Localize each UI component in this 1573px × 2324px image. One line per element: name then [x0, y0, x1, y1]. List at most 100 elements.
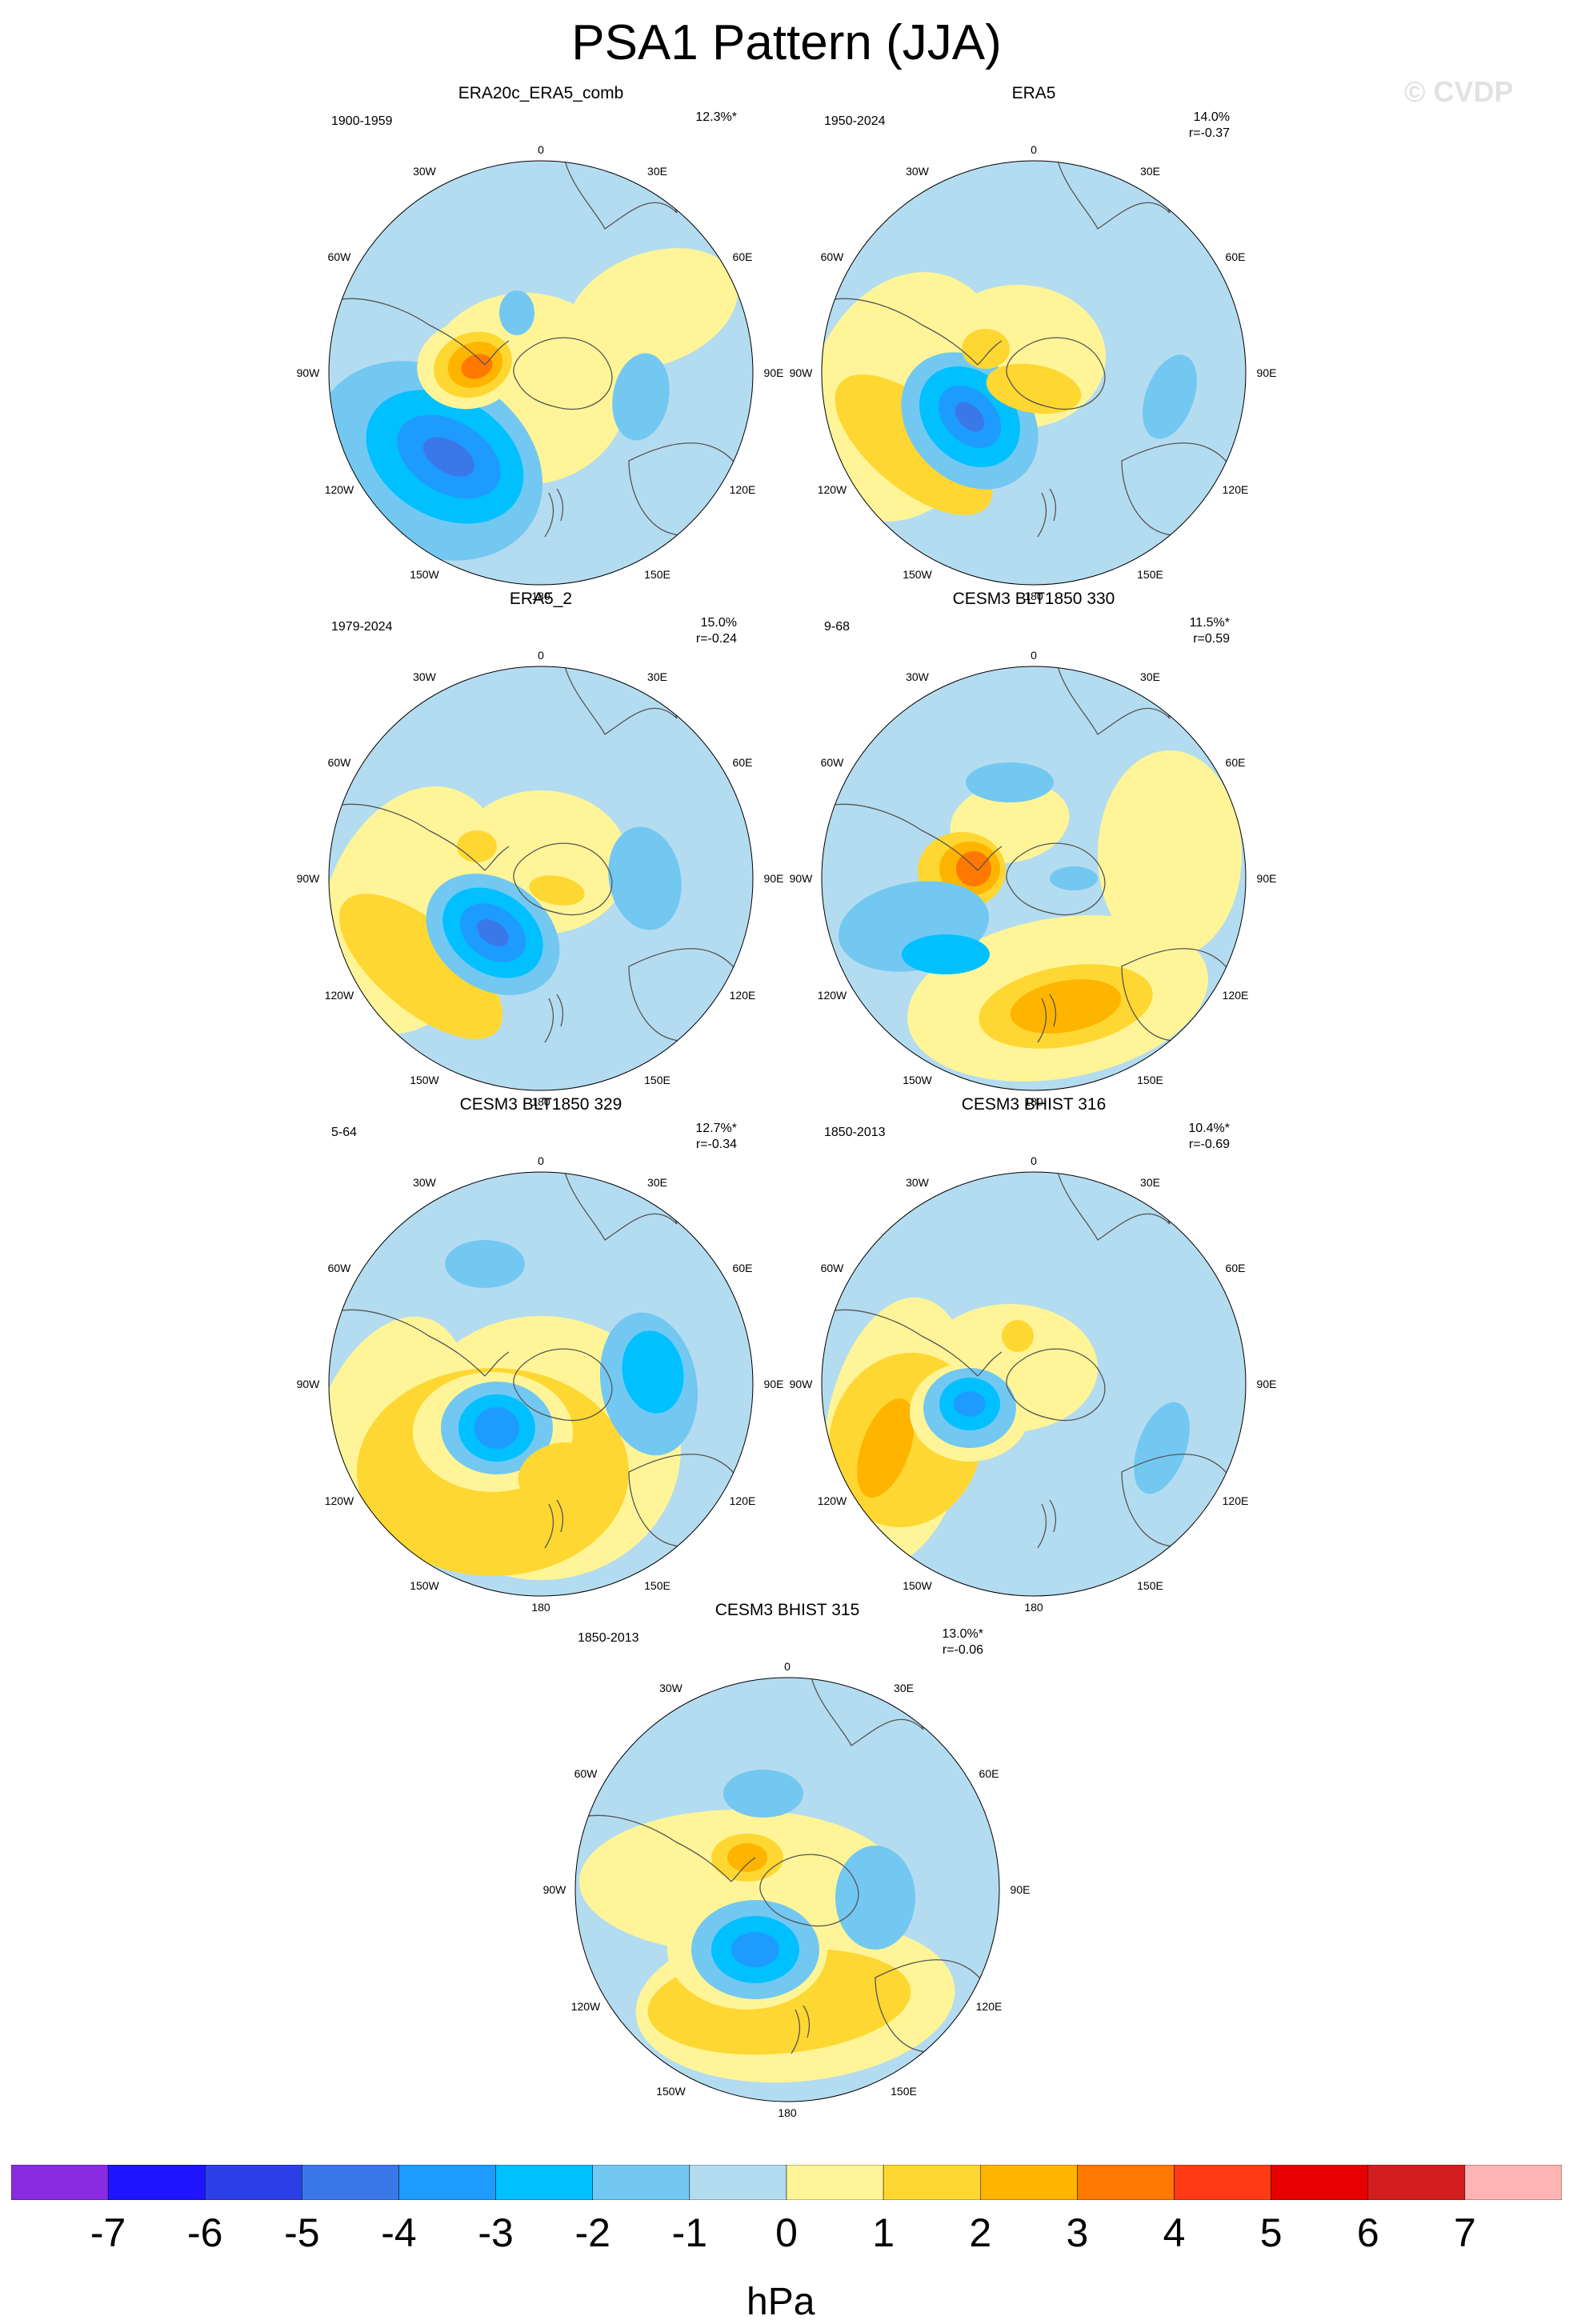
- longitude-label: 30E: [894, 1681, 914, 1694]
- longitude-label: 90W: [789, 1378, 813, 1390]
- longitude-label: 120E: [1222, 482, 1249, 496]
- panel-stats: 10.4%* r=-0.69: [1188, 1121, 1230, 1153]
- longitude-label: 150W: [903, 568, 932, 581]
- polar-map: [328, 666, 754, 1091]
- contour-region: [461, 354, 493, 379]
- contour-region: [902, 934, 990, 974]
- longitude-label: 30W: [413, 670, 436, 683]
- colorbar-tick-label: 4: [1163, 2210, 1186, 2255]
- longitude-label: 60E: [732, 755, 753, 769]
- longitude-label: 150W: [410, 1579, 439, 1592]
- colorbar-segment: [1077, 2165, 1175, 2200]
- longitude-label: 150E: [644, 568, 670, 581]
- longitude-label: 90W: [789, 872, 813, 885]
- colorbar-segment: [980, 2165, 1078, 2200]
- longitude-label: 120W: [324, 988, 354, 1002]
- pattern-correlation: r=-0.34: [695, 1138, 737, 1151]
- colorbar: [11, 2165, 1562, 2200]
- colorbar-tick-label: 3: [1066, 2210, 1089, 2255]
- new-zealand-coastline: [1037, 994, 1057, 1043]
- longitude-label: 150E: [1137, 1579, 1163, 1592]
- colorbar-tick-label: 5: [1259, 2210, 1283, 2255]
- map-border: [328, 160, 754, 586]
- panel-title: CESM3 BHIST 316: [961, 1095, 1107, 1114]
- colorbar-segment: [1271, 2165, 1368, 2200]
- longitude-label: 60W: [574, 1766, 598, 1780]
- colorbar-tick-label: -6: [187, 2210, 223, 2255]
- longitude-label: 150E: [644, 1074, 670, 1086]
- longitude-label: 90E: [1256, 1378, 1277, 1390]
- longitude-label: 180: [531, 590, 550, 602]
- pattern-correlation: r=-0.24: [695, 632, 737, 646]
- longitude-label: 30W: [413, 164, 436, 178]
- contour-region: [579, 1810, 899, 1954]
- longitude-label: 180: [778, 2106, 797, 2119]
- contour-region: [956, 851, 991, 886]
- map-border: [574, 1677, 1000, 2102]
- longitude-label: 150W: [903, 1579, 932, 1592]
- south-america-coastline: [825, 298, 1003, 366]
- variance-explained: 15.0%: [700, 616, 737, 630]
- colorbar-segment: [592, 2165, 690, 2200]
- colorbar-segment: [205, 2165, 302, 2200]
- variance-explained: 12.7%*: [695, 1122, 737, 1135]
- contour-region: [518, 1442, 596, 1502]
- panel-title: CESM3 BLT1850 329: [459, 1095, 622, 1114]
- longitude-label: 90W: [296, 872, 320, 885]
- longitude-label: 180: [531, 1601, 550, 1614]
- antarctica-coastline: [1006, 337, 1106, 410]
- antarctica-coastline: [1006, 842, 1106, 916]
- longitude-label: 150W: [410, 1074, 439, 1086]
- longitude-label: 60W: [820, 1261, 844, 1274]
- longitude-label: 0: [538, 649, 544, 662]
- contour-region: [1098, 750, 1242, 958]
- colorbar-tick-label: -5: [284, 2210, 320, 2255]
- colorbar-tick-label: -7: [90, 2210, 126, 2255]
- longitude-label: 60W: [820, 755, 844, 769]
- longitude-label: 90E: [763, 872, 784, 885]
- panel-title: CESM3 BHIST 315: [714, 1601, 860, 1619]
- longitude-label: 60E: [732, 1261, 753, 1274]
- panel-period: 1850-2013: [578, 1631, 639, 1645]
- contour-region: [423, 437, 474, 477]
- contour-region: [608, 826, 682, 930]
- longitude-label: 0: [538, 1154, 544, 1167]
- longitude-label: 30E: [647, 1175, 667, 1189]
- contour-region: [966, 762, 1054, 802]
- longitude-label: 90W: [542, 1883, 566, 1896]
- longitude-label: 90W: [296, 1378, 320, 1390]
- contour-region: [986, 363, 1082, 414]
- longitude-label: 150W: [410, 568, 439, 581]
- colorbar-segment: [107, 2165, 206, 2200]
- variance-explained: 10.4%*: [1188, 1122, 1230, 1135]
- contour-region: [857, 1398, 915, 1498]
- panel-title: ERA5: [1011, 84, 1056, 102]
- new-zealand-coastline: [544, 994, 564, 1043]
- contour-region: [727, 1843, 767, 1872]
- colorbar-segment: [495, 2165, 593, 2200]
- new-zealand-coastline: [544, 1499, 564, 1549]
- longitude-label: 150E: [1137, 568, 1163, 581]
- polar-map: [574, 1677, 1000, 2102]
- colorbar-segment: [1464, 2165, 1562, 2200]
- colorbar-segment: [883, 2165, 981, 2200]
- colorbar-tick-label: -2: [574, 2210, 610, 2255]
- contour-region: [731, 1932, 779, 1967]
- map-border: [821, 1171, 1247, 1597]
- colorbar-segment: [1367, 2165, 1466, 2200]
- contour-region: [835, 1846, 915, 1950]
- longitude-label: 0: [784, 1660, 791, 1673]
- longitude-label: 30W: [659, 1681, 682, 1694]
- contour-region: [1050, 866, 1098, 890]
- panel-stats: 15.0% r=-0.24: [696, 615, 737, 647]
- colorbar-segment: [1174, 2165, 1271, 2200]
- longitude-label: 120W: [324, 1494, 354, 1507]
- longitude-label: 180: [1024, 590, 1043, 602]
- colorbar-units: hPa: [746, 2281, 815, 2323]
- longitude-label: 120E: [729, 482, 756, 496]
- panel-stats: 11.5%* r=0.59: [1190, 615, 1230, 647]
- colorbar-segment: [786, 2165, 884, 2200]
- contour-region: [474, 1407, 519, 1449]
- south-america-coastline: [825, 803, 1003, 871]
- colorbar-tick-label: -1: [671, 2210, 708, 2255]
